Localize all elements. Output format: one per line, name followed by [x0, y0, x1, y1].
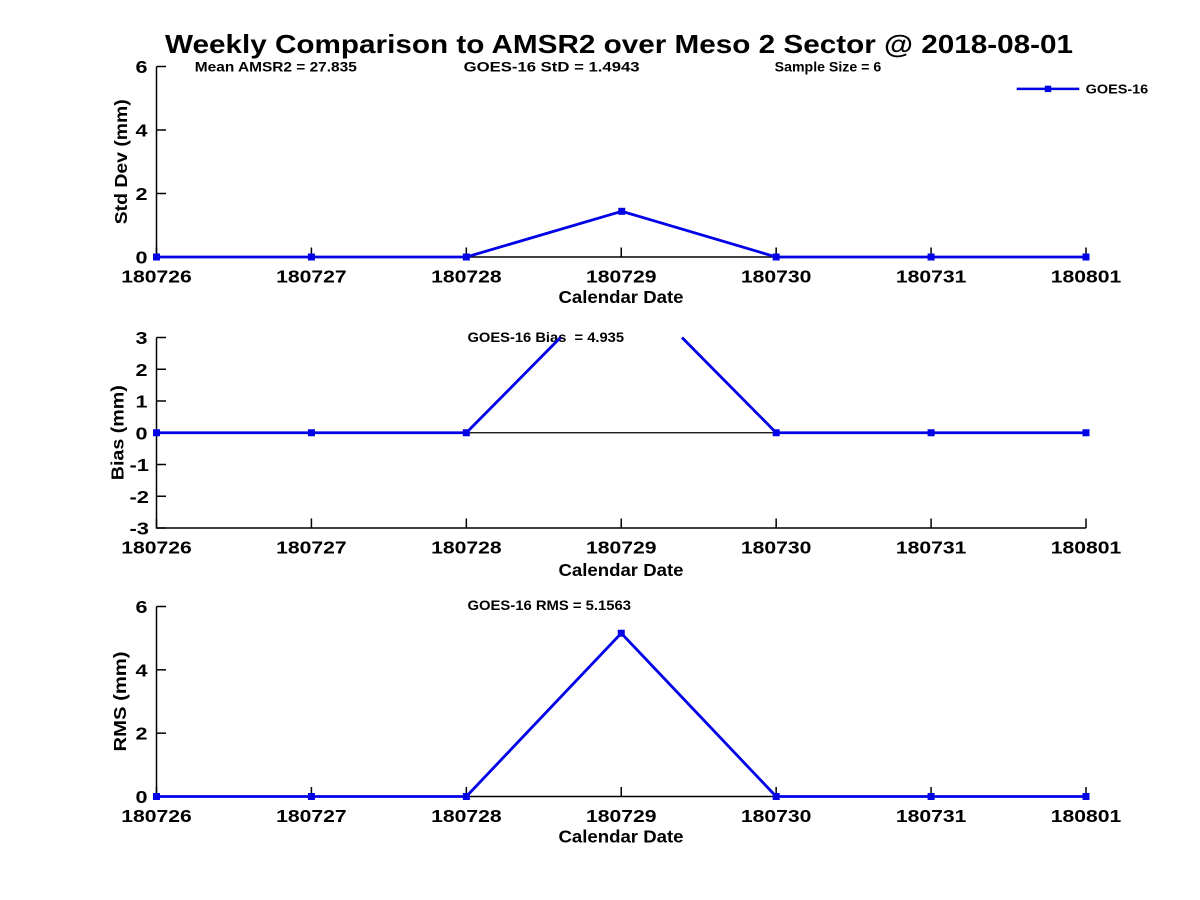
svg-text:6: 6 [136, 57, 148, 77]
svg-text:GOES-16 StD = 1.4943: GOES-16 StD = 1.4943 [464, 59, 640, 75]
svg-text:180731: 180731 [896, 538, 967, 558]
svg-text:3: 3 [136, 328, 148, 348]
svg-text:180730: 180730 [741, 538, 812, 558]
svg-text:0: 0 [136, 248, 148, 268]
svg-text:180801: 180801 [1051, 267, 1122, 287]
svg-text:180727: 180727 [276, 538, 347, 558]
svg-text:180729: 180729 [586, 806, 657, 826]
svg-text:180729: 180729 [586, 538, 657, 558]
svg-text:Sample Size = 6: Sample Size = 6 [775, 59, 882, 75]
svg-text:Weekly Comparison to AMSR2 ove: Weekly Comparison to AMSR2 over Meso 2 S… [165, 29, 1073, 59]
svg-text:0: 0 [136, 787, 148, 807]
svg-text:180726: 180726 [121, 806, 192, 826]
svg-text:180726: 180726 [121, 267, 192, 287]
svg-text:RMS (mm): RMS (mm) [110, 652, 130, 752]
svg-text:6: 6 [136, 597, 148, 617]
svg-text:180731: 180731 [896, 806, 967, 826]
svg-text:180729: 180729 [586, 267, 657, 287]
svg-text:4: 4 [136, 660, 148, 680]
svg-text:180727: 180727 [276, 806, 347, 826]
svg-text:180801: 180801 [1051, 806, 1122, 826]
svg-text:Bias (mm): Bias (mm) [108, 385, 128, 480]
svg-text:Mean AMSR2 = 27.835: Mean AMSR2 = 27.835 [195, 59, 357, 75]
svg-text:180730: 180730 [741, 267, 812, 287]
svg-text:Calendar Date: Calendar Date [559, 560, 684, 580]
svg-text:2: 2 [136, 360, 148, 380]
svg-text:0: 0 [136, 423, 148, 443]
svg-text:GOES-16: GOES-16 [1086, 83, 1149, 97]
svg-text:180726: 180726 [121, 538, 192, 558]
svg-text:Std Dev (mm): Std Dev (mm) [111, 99, 131, 224]
svg-text:180731: 180731 [896, 267, 967, 287]
svg-text:-3: -3 [130, 519, 150, 539]
svg-text:-1: -1 [130, 455, 150, 475]
svg-text:2: 2 [136, 184, 148, 204]
svg-text:1: 1 [136, 392, 148, 412]
svg-text:180727: 180727 [276, 267, 347, 287]
svg-text:180728: 180728 [431, 267, 502, 287]
svg-text:2: 2 [136, 724, 148, 744]
svg-text:180728: 180728 [431, 806, 502, 826]
svg-text:-2: -2 [130, 487, 150, 507]
svg-text:180730: 180730 [741, 806, 812, 826]
svg-text:Calendar Date: Calendar Date [559, 827, 684, 847]
svg-text:GOES-16 Bias = 4.935: GOES-16 Bias = 4.935 [468, 329, 625, 345]
svg-text:180801: 180801 [1051, 538, 1122, 558]
svg-text:180728: 180728 [431, 538, 502, 558]
svg-text:GOES-16 RMS = 5.1563: GOES-16 RMS = 5.1563 [468, 597, 632, 613]
svg-text:Calendar Date: Calendar Date [559, 287, 684, 307]
svg-text:4: 4 [136, 121, 148, 141]
